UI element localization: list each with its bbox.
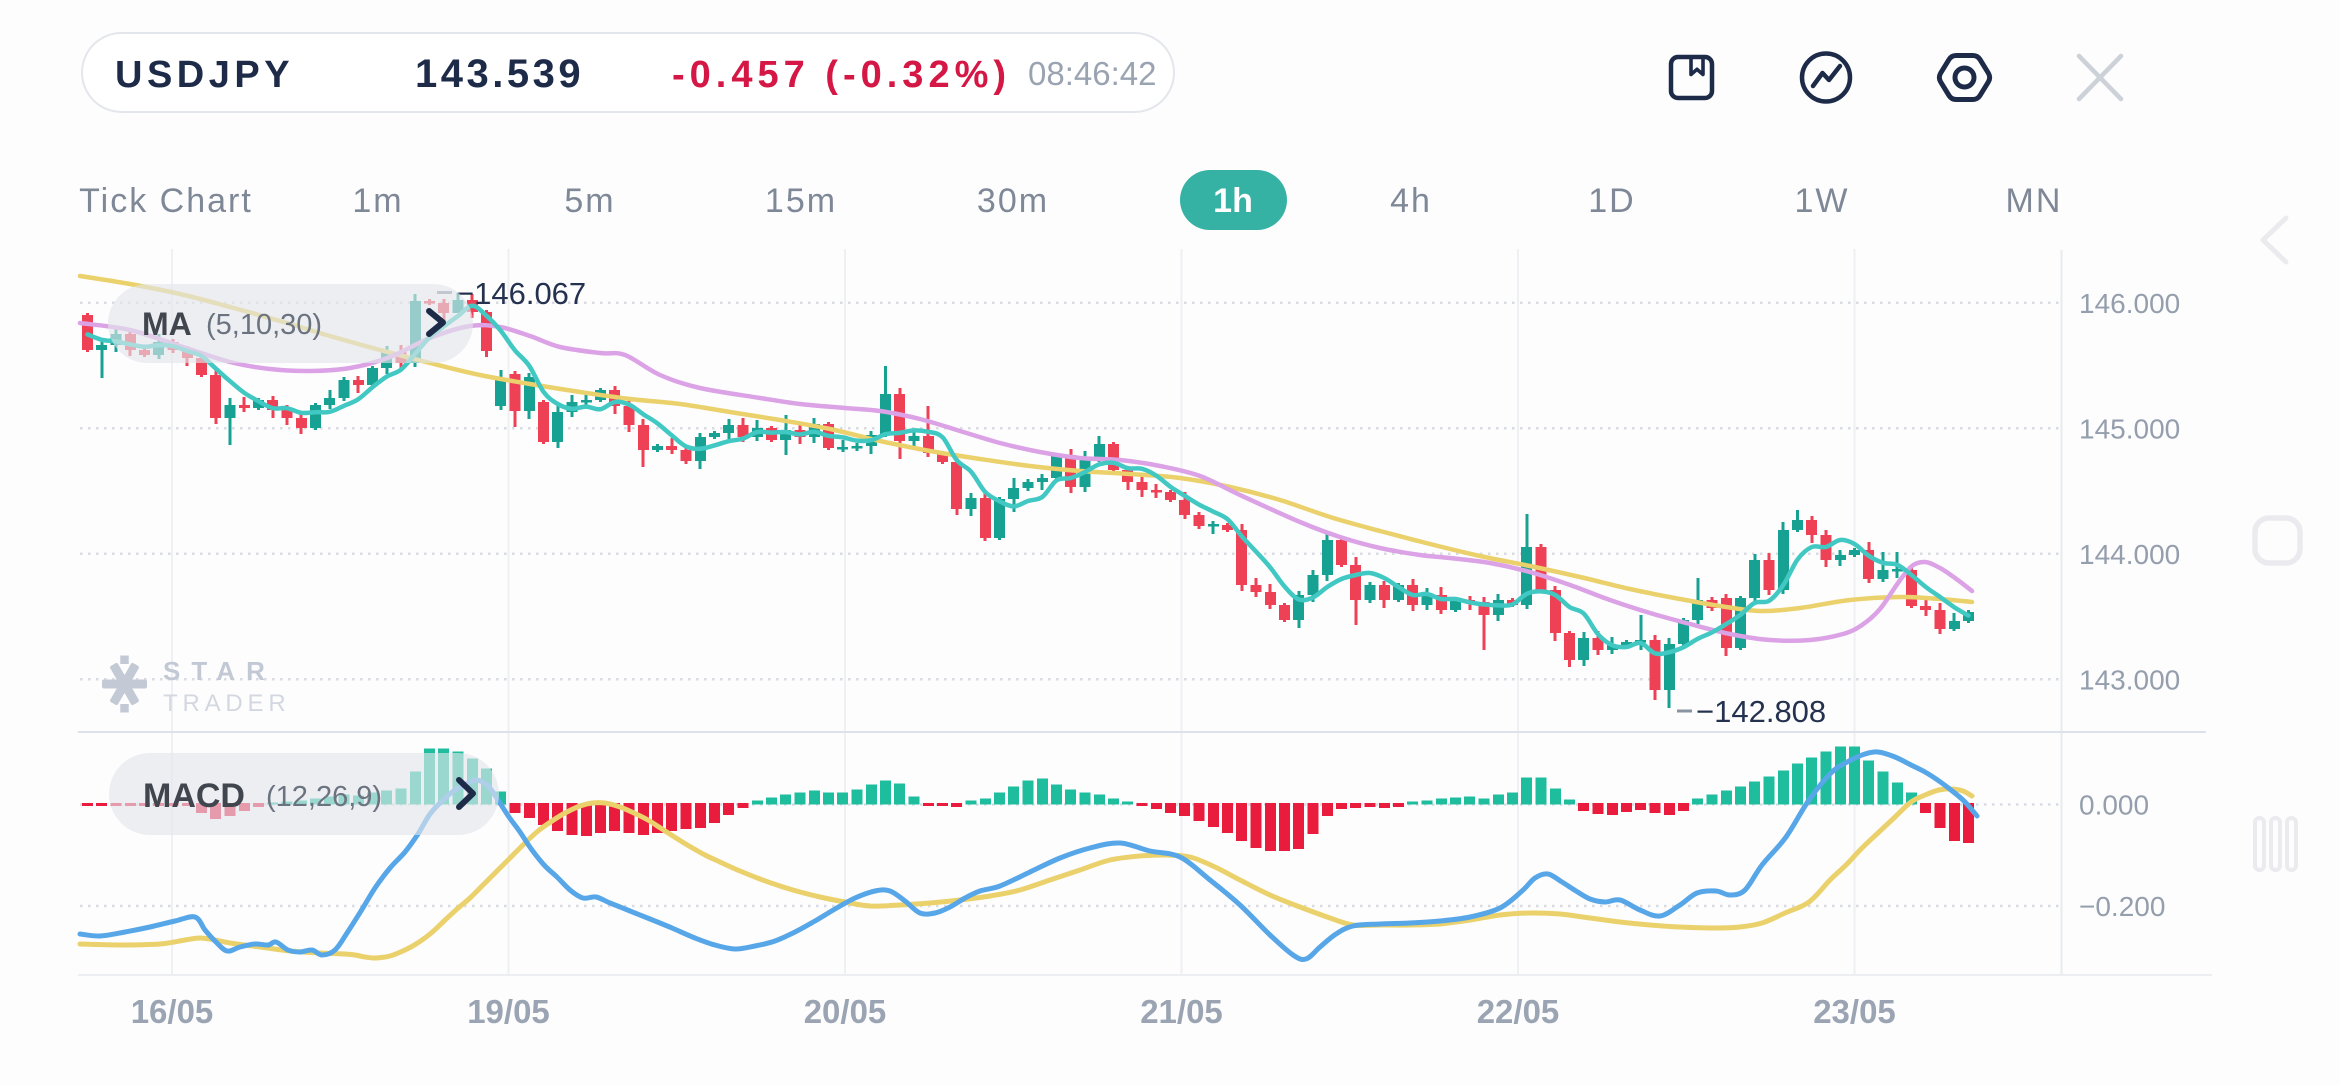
svg-text:Tick Chart: Tick Chart: [79, 182, 253, 220]
svg-text:MA: MA: [142, 306, 192, 342]
svg-text:21/05: 21/05: [1140, 993, 1223, 1030]
svg-text:STAR: STAR: [163, 656, 276, 686]
svg-text:−142.808: −142.808: [1696, 694, 1826, 729]
svg-text:4h: 4h: [1390, 182, 1432, 220]
svg-text:15m: 15m: [765, 182, 837, 220]
svg-text:146.000: 146.000: [2079, 288, 2180, 319]
svg-text:144.000: 144.000: [2079, 539, 2180, 570]
svg-text:5m: 5m: [564, 182, 615, 220]
svg-text:(12,26,9): (12,26,9): [266, 781, 382, 813]
svg-text:1D: 1D: [1588, 182, 1635, 220]
svg-text:(5,10,30): (5,10,30): [206, 309, 322, 341]
svg-text:143.000: 143.000: [2079, 665, 2180, 696]
svg-text:23/05: 23/05: [1813, 993, 1896, 1030]
svg-text:TRADER: TRADER: [163, 690, 290, 717]
svg-text:08:46:42: 08:46:42: [1028, 55, 1156, 92]
svg-text:22/05: 22/05: [1477, 993, 1560, 1030]
svg-text:1W: 1W: [1795, 182, 1850, 220]
svg-text:1h: 1h: [1213, 182, 1253, 220]
svg-text:143.539: 143.539: [415, 52, 584, 96]
svg-text:19/05: 19/05: [467, 993, 550, 1030]
svg-text:30m: 30m: [977, 182, 1049, 220]
svg-text:1m: 1m: [352, 182, 403, 220]
svg-text:16/05: 16/05: [131, 993, 214, 1030]
svg-text:20/05: 20/05: [804, 993, 887, 1030]
svg-text:145.000: 145.000: [2079, 414, 2180, 445]
svg-text:−0.200: −0.200: [2079, 891, 2165, 922]
svg-text:0.000: 0.000: [2079, 790, 2149, 821]
svg-text:USDJPY: USDJPY: [115, 54, 294, 96]
svg-text:MACD: MACD: [143, 777, 245, 815]
svg-text:−146.067: −146.067: [456, 276, 586, 311]
svg-text:-0.457 (-0.32%): -0.457 (-0.32%): [672, 54, 1011, 96]
svg-text:MN: MN: [2006, 182, 2063, 220]
